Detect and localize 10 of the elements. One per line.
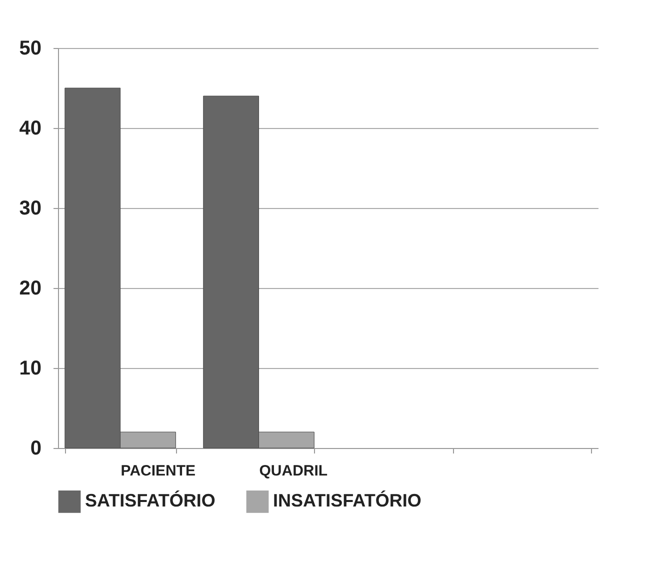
y-tick-label: 30 xyxy=(19,198,42,220)
x-tick-label: PACIENTE xyxy=(120,462,196,480)
legend-label: INSATISFATÓRIO xyxy=(273,490,422,511)
legend-label: SATISFATÓRIO xyxy=(85,490,216,511)
y-tick-label: 50 xyxy=(19,38,42,60)
y-tick-label: 40 xyxy=(19,118,42,140)
y-tick-label: 10 xyxy=(19,358,42,380)
x-tick-label: QUADRIL xyxy=(259,462,328,480)
y-tick-label: 20 xyxy=(19,278,42,300)
y-tick-label: 0 xyxy=(30,438,42,460)
